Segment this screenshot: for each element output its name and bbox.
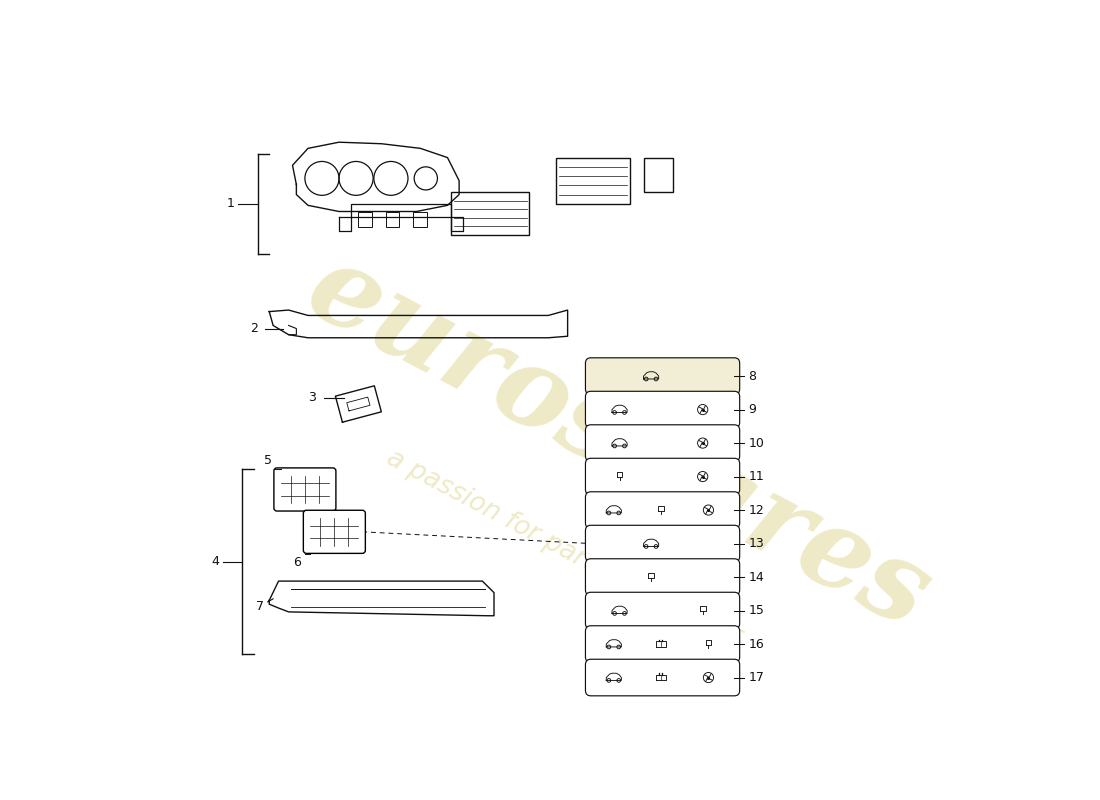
Text: eurospares: eurospares <box>289 234 947 651</box>
Text: 17: 17 <box>748 671 764 684</box>
FancyBboxPatch shape <box>304 510 365 554</box>
FancyBboxPatch shape <box>585 458 739 495</box>
Bar <box>385 211 399 227</box>
Text: 8: 8 <box>748 370 756 382</box>
FancyBboxPatch shape <box>585 492 739 528</box>
FancyBboxPatch shape <box>274 468 336 511</box>
Text: 4: 4 <box>211 555 219 568</box>
Bar <box>644 158 673 192</box>
Text: 13: 13 <box>748 537 763 550</box>
Bar <box>412 211 427 227</box>
Bar <box>451 192 529 234</box>
FancyBboxPatch shape <box>585 358 739 394</box>
Text: 5: 5 <box>264 454 272 467</box>
FancyBboxPatch shape <box>585 425 739 462</box>
Text: 3: 3 <box>308 391 316 404</box>
Text: 12: 12 <box>748 503 763 517</box>
Bar <box>556 158 629 204</box>
Text: 14: 14 <box>748 570 763 583</box>
FancyBboxPatch shape <box>585 592 739 629</box>
Text: 7: 7 <box>256 600 264 613</box>
Text: 1: 1 <box>227 198 234 210</box>
Text: 15: 15 <box>748 604 764 617</box>
Text: 10: 10 <box>748 437 764 450</box>
Text: 9: 9 <box>748 403 756 416</box>
FancyBboxPatch shape <box>585 526 739 562</box>
Bar <box>359 211 372 227</box>
Text: 11: 11 <box>748 470 763 483</box>
Text: 6: 6 <box>294 557 301 570</box>
FancyBboxPatch shape <box>585 391 739 428</box>
FancyBboxPatch shape <box>585 659 739 696</box>
FancyBboxPatch shape <box>585 558 739 595</box>
Text: 16: 16 <box>748 638 763 650</box>
Text: 2: 2 <box>250 322 257 335</box>
FancyBboxPatch shape <box>585 626 739 662</box>
Text: a passion for parts since 1985: a passion for parts since 1985 <box>382 446 746 655</box>
